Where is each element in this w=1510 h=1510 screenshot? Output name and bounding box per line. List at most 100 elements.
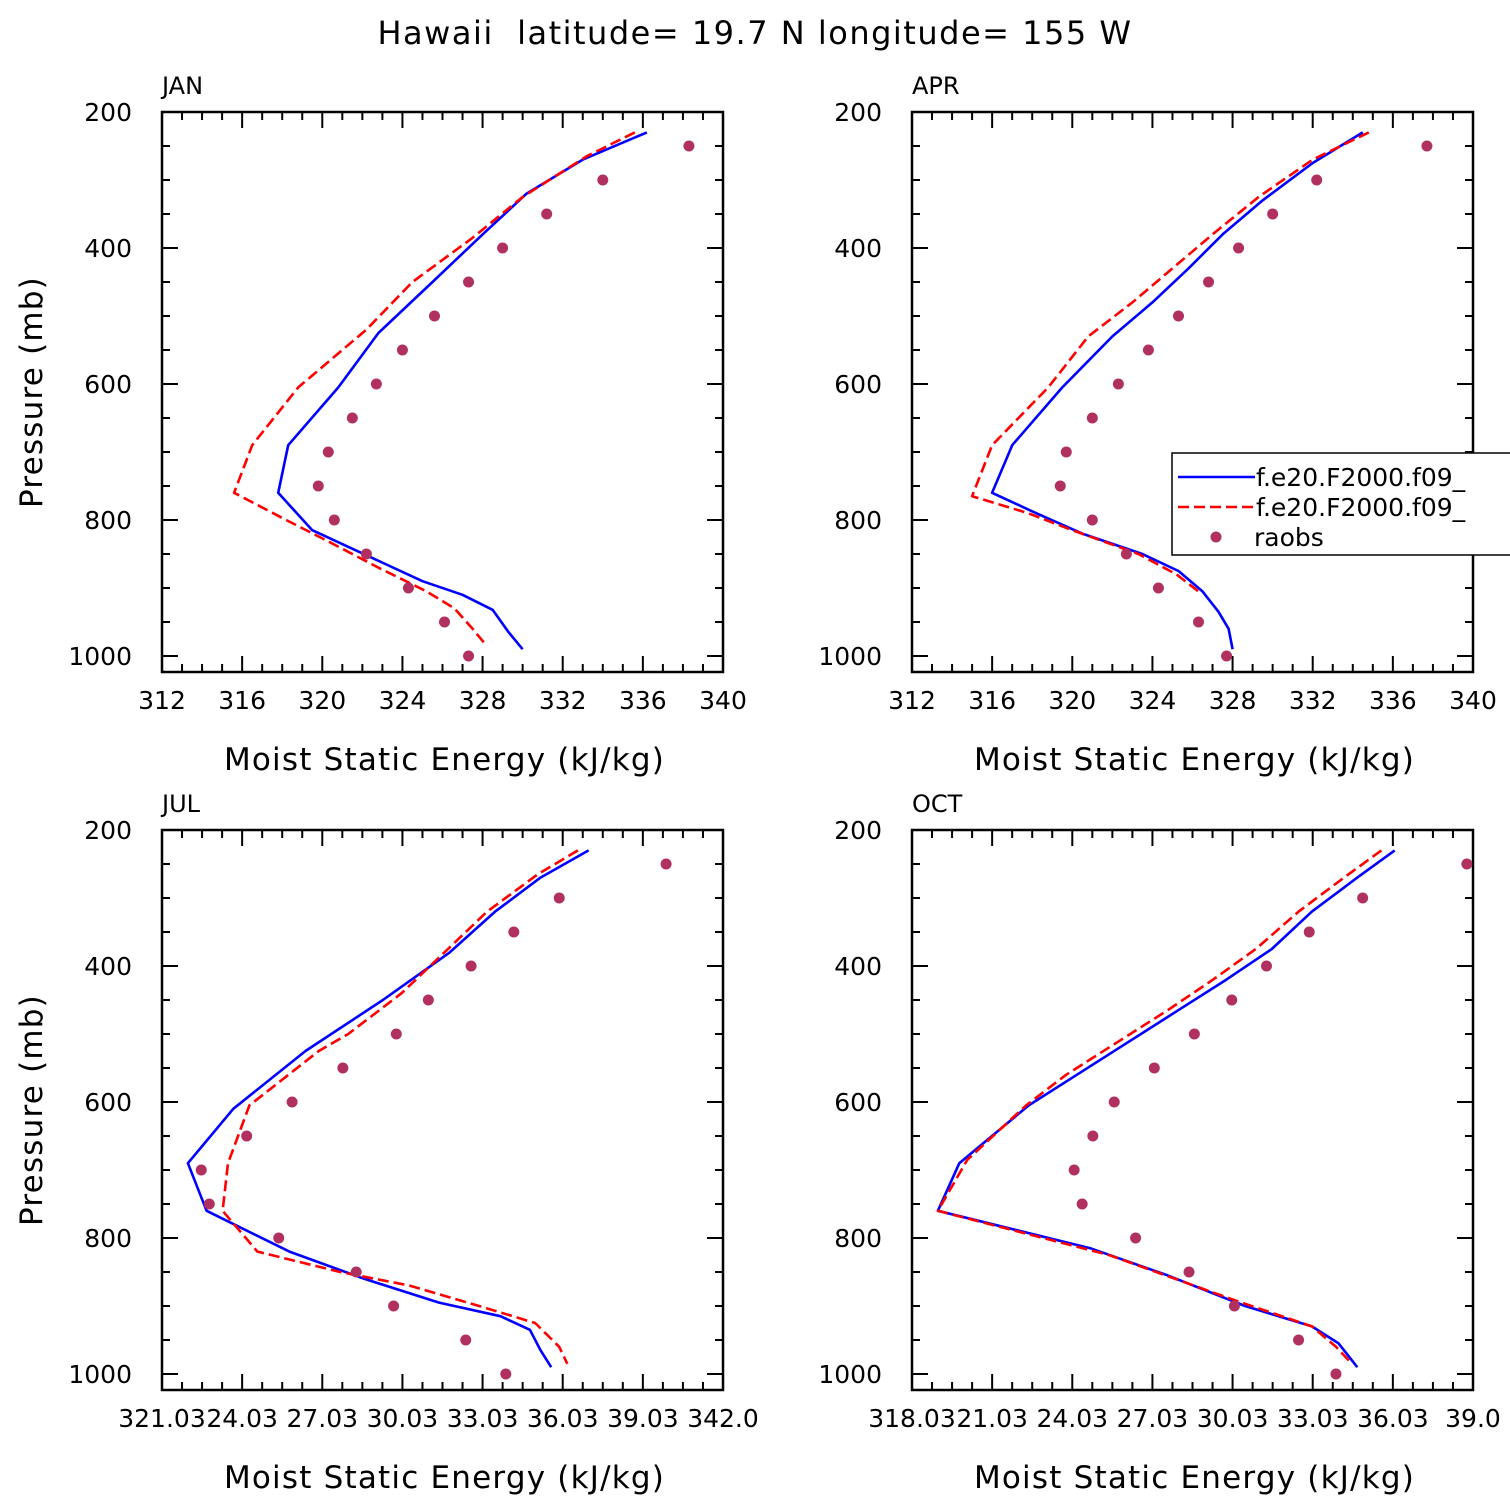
x-tick-label: 324 (379, 686, 427, 715)
raobs-point (1142, 344, 1154, 356)
raobs-point (1060, 446, 1072, 458)
x-tick-label: 336 (619, 686, 667, 715)
raobs-point (428, 310, 440, 322)
series-group (936, 849, 1473, 1380)
panel-label: JAN (160, 72, 203, 100)
y-tick-label: 800 (84, 506, 132, 535)
y-tick-label: 1000 (68, 1360, 132, 1389)
raobs-point (241, 1130, 253, 1142)
x-tick-label: 30.03 (1197, 1404, 1269, 1433)
x-tick-label: 328 (1209, 686, 1257, 715)
series-line-solid (276, 131, 648, 651)
raobs-point (350, 1266, 362, 1278)
series-group (232, 131, 695, 662)
legend-marker (1210, 531, 1222, 543)
raobs-point (312, 480, 324, 492)
raobs-point (1357, 892, 1369, 904)
raobs-point (1183, 1266, 1195, 1278)
series-line-dashed (221, 849, 579, 1365)
panel-label: OCT (912, 790, 963, 818)
raobs-point (1120, 548, 1132, 560)
x-axis-label: Moist Static Energy (kJ/kg) (974, 742, 1415, 778)
panel-oct: OCT 318.03 21.03 24.03 27.03 30.03 33.03 36.03 3… (818, 790, 1500, 1496)
raobs-point (1330, 1368, 1342, 1380)
x-axis-label: Moist Static Energy (kJ/kg) (974, 1460, 1415, 1496)
raobs-point (1226, 994, 1238, 1006)
raobs-point (328, 514, 340, 526)
y-tick-label: 800 (834, 1224, 882, 1253)
legend-label: f.e20.F2000.f09_ (1256, 493, 1466, 522)
x-tick-label: 320 (1048, 686, 1096, 715)
raobs-point (273, 1232, 285, 1244)
raobs-point (553, 892, 565, 904)
raobs-point (465, 960, 477, 972)
raobs-point (337, 1062, 349, 1074)
raobs-point (1193, 616, 1205, 628)
legend-label: raobs (1254, 523, 1324, 552)
raobs-point (396, 344, 408, 356)
raobs-point (1172, 310, 1184, 322)
y-tick-label: 200 (834, 816, 882, 845)
figure-title: Hawaii latitude= 19.7 N longitude= 155 W (377, 14, 1132, 52)
raobs-point (390, 1028, 402, 1040)
raobs-point (1461, 858, 1473, 870)
y-tick-label: 600 (84, 1088, 132, 1117)
raobs-point (1152, 582, 1164, 594)
y-tick-label: 200 (84, 98, 132, 127)
series-line-dashed (232, 131, 636, 647)
raobs-point (360, 548, 372, 560)
legend: f.e20.F2000.f09_f.e20.F2000.f09_raobs (1171, 452, 1510, 556)
raobs-point (370, 378, 382, 390)
legend-label: f.e20.F2000.f09_ (1256, 463, 1466, 492)
panel-jul: JUL 321.03 24.03 27.03 30.03 33.03 36.03 39.03 3… (14, 790, 759, 1496)
x-tick-label: 312 (138, 686, 186, 715)
raobs-point (195, 1164, 207, 1176)
x-tick-label: 336 (1369, 686, 1417, 715)
panel-label: JUL (160, 790, 201, 818)
x-tick-label: 332 (539, 686, 587, 715)
raobs-point (460, 1334, 472, 1346)
series-group (186, 849, 672, 1380)
x-tick-label: 39.0 (1445, 1404, 1501, 1433)
raobs-point (1233, 242, 1245, 254)
x-tick-label: 39.03 (607, 1404, 679, 1433)
raobs-point (1267, 208, 1279, 220)
raobs-point (1112, 378, 1124, 390)
raobs-point (203, 1198, 215, 1210)
x-tick-label: 321.03 (118, 1404, 205, 1433)
x-tick-label: 340 (699, 686, 747, 715)
raobs-point (1228, 1300, 1240, 1312)
y-tick-label: 600 (834, 1088, 882, 1117)
y-tick-label: 800 (834, 506, 882, 535)
x-tick-label: 324 (1129, 686, 1177, 715)
raobs-point (1221, 650, 1233, 662)
raobs-point (1303, 926, 1315, 938)
x-tick-label: 316 (968, 686, 1016, 715)
series-group (970, 131, 1433, 662)
panel-jan: JAN 312 316 320 324 328 332 336 340 200 400 600 800 1… (14, 72, 747, 778)
plot-frame (160, 828, 725, 1392)
raobs-point (439, 616, 451, 628)
x-axis-label: Moist Static Energy (kJ/kg) (224, 742, 665, 778)
raobs-point (1148, 1062, 1160, 1074)
y-tick-label: 400 (834, 952, 882, 981)
series-line-dashed (936, 849, 1383, 1365)
x-tick-label: 33.03 (447, 1404, 519, 1433)
x-axis-label: Moist Static Energy (kJ/kg) (224, 1460, 665, 1496)
raobs-point (597, 174, 609, 186)
raobs-point (497, 242, 509, 254)
raobs-point (346, 412, 358, 424)
x-tick-label: 328 (459, 686, 507, 715)
raobs-point (422, 994, 434, 1006)
y-tick-label: 1000 (68, 642, 132, 671)
x-tick-label: 342.0 (687, 1404, 759, 1433)
y-tick-label: 400 (84, 234, 132, 263)
y-tick-label: 1000 (818, 1360, 882, 1389)
x-tick-label: 318.03 (868, 1404, 955, 1433)
raobs-point (683, 140, 695, 152)
raobs-point (1054, 480, 1066, 492)
raobs-point (1421, 140, 1433, 152)
raobs-point (1068, 1164, 1080, 1176)
series-line-solid (990, 131, 1364, 650)
